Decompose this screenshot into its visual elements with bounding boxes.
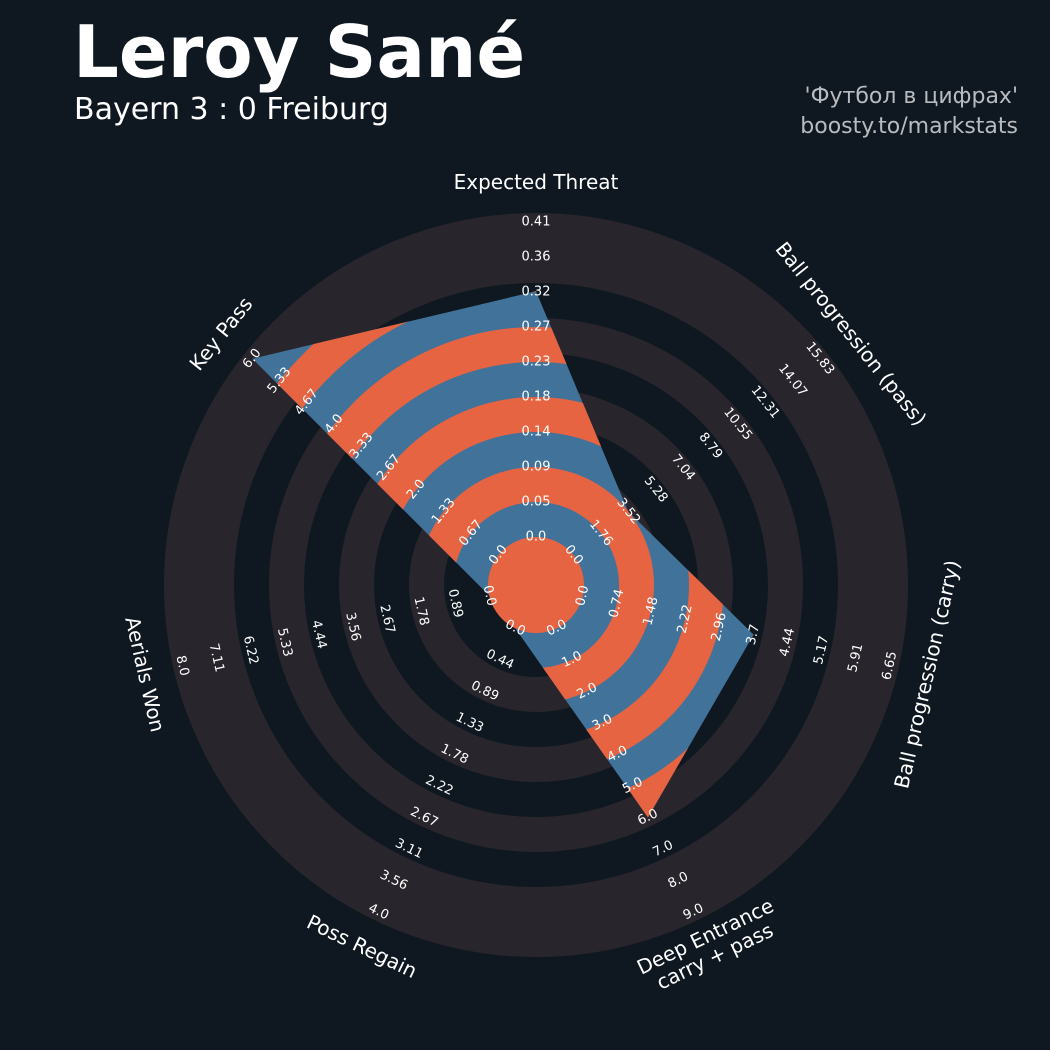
tick-label: 0.0 xyxy=(573,584,592,608)
tick-label: 0.32 xyxy=(522,285,551,300)
tick-label: 0.89 xyxy=(445,588,466,620)
tick-label: 2.22 xyxy=(675,603,696,635)
tick-label: 2.67 xyxy=(376,603,397,635)
tick-label: 1.48 xyxy=(641,595,662,627)
tick-label: 0.0 xyxy=(480,584,499,608)
tick-label: 5.17 xyxy=(811,634,832,666)
center-disc xyxy=(488,537,584,633)
tick-label: 5.91 xyxy=(845,642,866,674)
tick-label: 3.56 xyxy=(342,611,363,643)
tick-label: 6.65 xyxy=(879,650,900,682)
tick-label: 0.14 xyxy=(522,425,551,440)
tick-label: 8.0 xyxy=(172,654,191,678)
tick-label: 0.41 xyxy=(522,215,551,230)
tick-label: 4.44 xyxy=(308,619,329,651)
tick-label: 0.05 xyxy=(522,495,551,510)
tick-label: 4.44 xyxy=(777,627,798,659)
tick-label: 7.11 xyxy=(206,642,227,674)
tick-label: 0.23 xyxy=(522,355,551,370)
credit-line-1: 'Футбол в цифрах' xyxy=(804,84,1018,109)
background-ring xyxy=(164,213,908,957)
tick-label: 0.27 xyxy=(522,320,551,335)
tick-label: 3.7 xyxy=(744,623,763,647)
tick-label: 0.36 xyxy=(522,250,551,265)
tick-label: 1.78 xyxy=(410,595,431,627)
tick-label: 5.33 xyxy=(274,627,295,659)
player-name-title: Leroy Sané xyxy=(73,10,526,94)
tick-label: 0.09 xyxy=(522,460,551,475)
tick-label: 6.22 xyxy=(240,634,261,666)
param-label: Expected Threat xyxy=(454,170,619,194)
credit-block: 'Футбол в цифрах' boosty.to/markstats xyxy=(800,82,1018,142)
param-label: Aerials Won xyxy=(120,614,170,734)
credit-line-2: boosty.to/markstats xyxy=(800,114,1018,139)
tick-label: 2.96 xyxy=(709,611,730,643)
tick-label: 0.0 xyxy=(526,530,547,545)
match-subtitle: Bayern 3 : 0 Freiburg xyxy=(74,92,389,127)
tick-label: 0.18 xyxy=(522,390,551,405)
tick-label: 0.74 xyxy=(606,588,627,620)
